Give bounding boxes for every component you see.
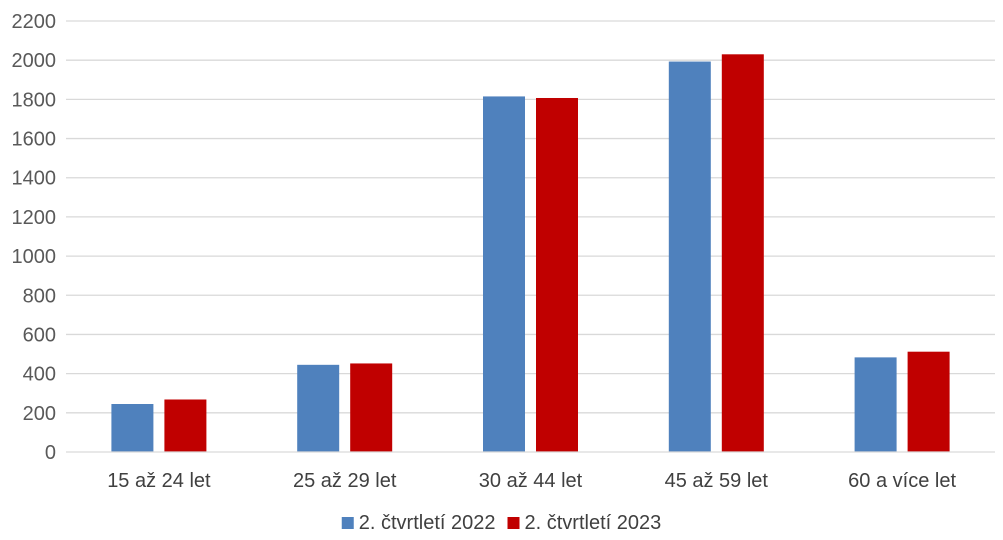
- y-tick-label: 0: [45, 442, 56, 464]
- legend-swatch: [507, 517, 520, 529]
- bar: [164, 399, 207, 452]
- bars: [111, 54, 950, 453]
- bar: [721, 54, 764, 453]
- y-tick-label: 200: [23, 403, 56, 425]
- category-label: 15 až 24 let: [107, 470, 211, 492]
- x-axis-category-labels: 15 až 24 let 25 až 29 let 30 až 44 let 45 a…: [107, 470, 956, 492]
- y-tick-label: 1000: [12, 246, 57, 268]
- y-tick-label: 1600: [12, 129, 57, 151]
- bar: [668, 61, 711, 452]
- gridlines: [66, 20, 995, 414]
- bar: [854, 357, 897, 452]
- y-tick-label: 600: [23, 324, 56, 346]
- bar: [350, 363, 393, 452]
- bar: [111, 404, 154, 452]
- y-tick-label: 400: [23, 364, 56, 386]
- y-tick-label: 1800: [12, 89, 57, 111]
- category-label: 30 až 44 let: [479, 470, 583, 492]
- y-tick-label: 800: [23, 285, 56, 307]
- bar: [483, 96, 525, 453]
- bar: [536, 97, 578, 452]
- category-label: 60 a více let: [848, 470, 956, 492]
- legend-item: 2. čtvrtletí 2023: [507, 512, 662, 534]
- category-label: 45 až 59 let: [665, 470, 769, 492]
- legend-label: 2. čtvrtletí 2023: [525, 512, 662, 534]
- legend-swatch: [341, 517, 354, 529]
- y-tick-label: 2000: [12, 50, 57, 72]
- y-axis-tick-labels: 0 200 400 600 800 1000 1200 1400 1600 1800 2000 220…: [12, 11, 57, 464]
- category-label: 25 až 29 let: [293, 470, 397, 492]
- y-tick-label: 2200: [12, 11, 57, 33]
- legend-item: 2. čtvrtletí 2022: [341, 512, 496, 534]
- bar: [907, 351, 950, 452]
- bar: [297, 364, 340, 452]
- y-tick-label: 1200: [12, 207, 57, 229]
- y-tick-label: 1400: [12, 168, 57, 190]
- legend: 2. čtvrtletí 2022 2. čtvrtletí 2023: [341, 512, 662, 534]
- legend-label: 2. čtvrtletí 2022: [359, 512, 496, 534]
